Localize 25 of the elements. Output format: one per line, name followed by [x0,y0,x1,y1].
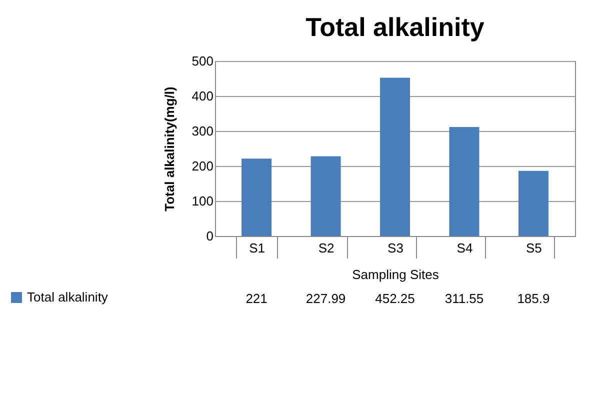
x-tick-label: S1 [249,240,265,256]
x-axis-title: Sampling Sites [352,267,440,282]
data-label: 311.55 [444,291,484,306]
data-label: 227.99 [306,291,346,306]
data-label: 185.9 [517,291,550,306]
data-label: 452.25 [375,291,415,306]
x-tick-label: S2 [318,240,334,256]
chart-title: Total alkalinity [306,12,485,42]
y-tick-label: 100 [192,194,214,208]
bar [242,158,272,236]
data-label: 221 [246,291,268,306]
y-tick-label: 400 [192,88,214,104]
bar [310,156,341,236]
x-tick-label: S3 [388,240,404,256]
y-tick-label: 200 [192,158,214,174]
legend-label: Total alkalinity [27,290,108,304]
bar [449,126,480,236]
bar [518,170,548,236]
y-axis-title: Total alkalinity(mg/l) [162,86,177,212]
y-tick-label: 300 [192,124,214,138]
y-tick-label: 500 [192,54,214,68]
y-tick-label: 0 [206,228,214,244]
bar [380,78,410,236]
x-tick-label: S4 [456,240,473,256]
x-tick-label: S5 [526,240,542,256]
